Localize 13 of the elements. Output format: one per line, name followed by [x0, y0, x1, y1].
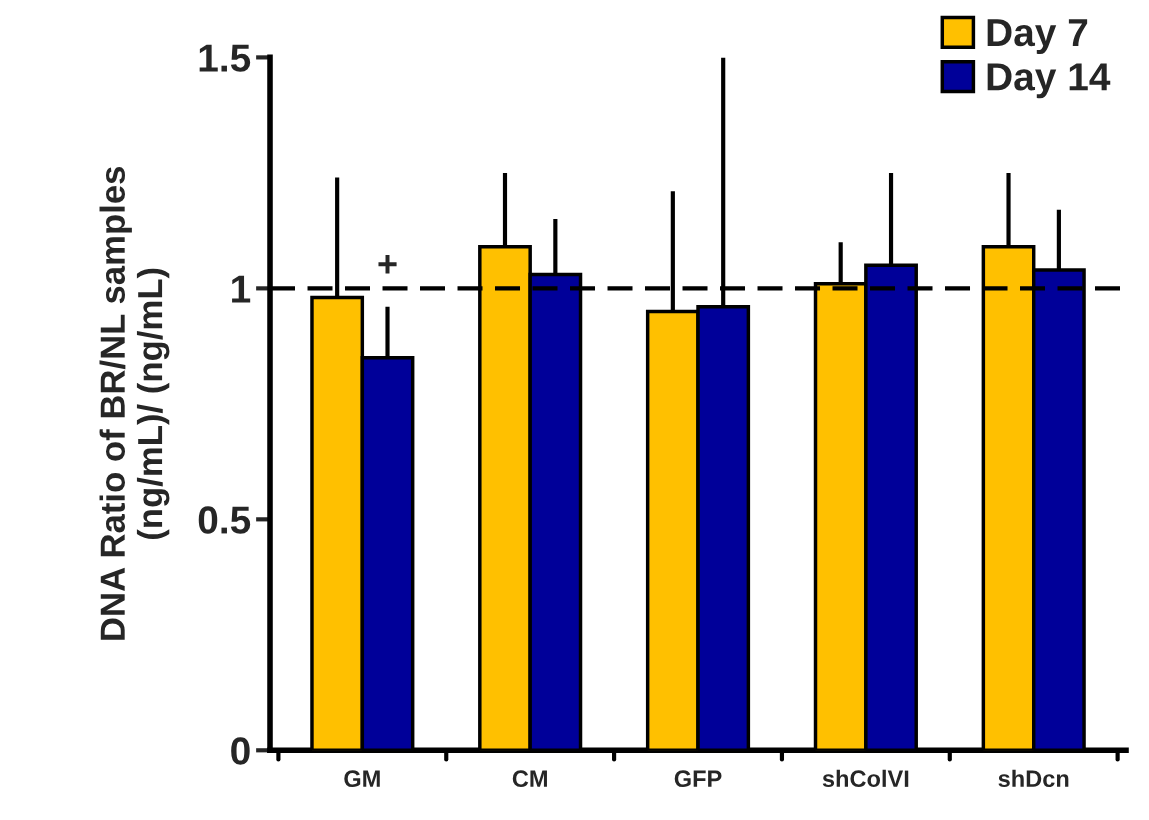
x-tick-label: shColVI	[822, 769, 909, 788]
x-tick-label: GM	[344, 770, 380, 788]
y-tick-label: 1.5	[199, 44, 251, 72]
y-tick-label: 0	[231, 737, 250, 765]
x-tick-label: GFP	[674, 770, 722, 788]
y-tick-label: 1	[232, 275, 251, 303]
y-tick-label: 0.5	[198, 506, 251, 534]
x-tick-label: shDcn	[998, 769, 1069, 788]
legend-label: Day 7	[987, 19, 1088, 54]
y-axis-title: DNA Ratio of BR/NL samples (ng/mL)/ (ng/mL)	[99, 166, 170, 640]
annotation: +	[378, 255, 397, 274]
x-tick-label: CM	[512, 770, 547, 788]
legend-label: Day 14	[987, 63, 1111, 99]
